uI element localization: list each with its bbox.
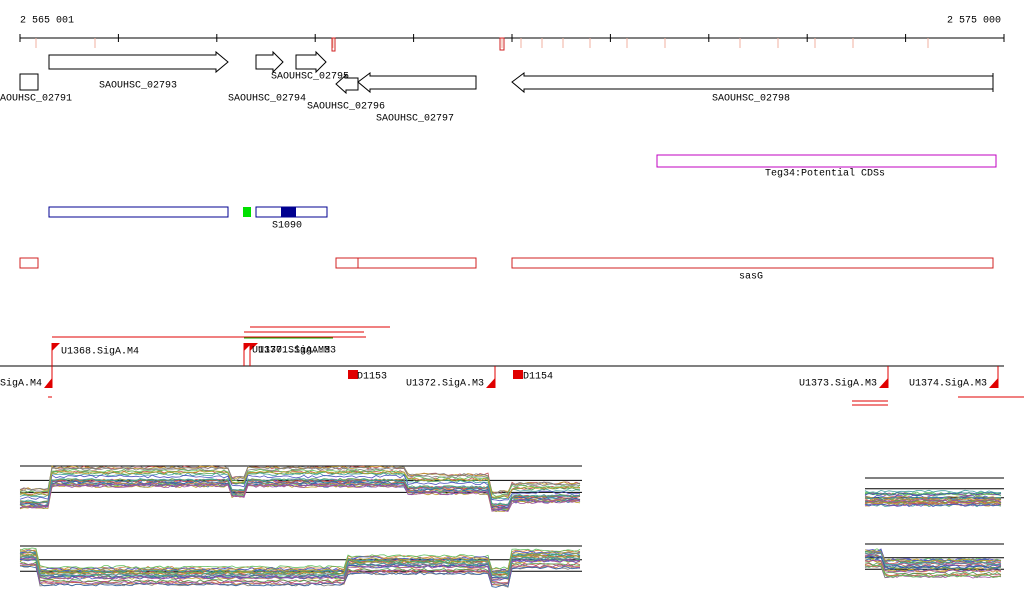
gene-label: SAOUHSC_02793 [99, 81, 177, 92]
flag [989, 378, 998, 388]
srna-box [243, 207, 251, 217]
expression-line [19, 470, 581, 499]
expression-line [864, 491, 1002, 496]
expression-line [19, 555, 581, 579]
gene [19, 73, 39, 91]
flag [52, 343, 60, 351]
expression-tiling [19, 465, 1004, 588]
ruler-end: 2 575 000 [947, 16, 1001, 27]
promoter-label: SigA.M4 [0, 378, 42, 390]
expression-line [864, 492, 1002, 497]
promoter-label: U1370.SigA.M3 [252, 345, 330, 357]
operon-box [335, 257, 359, 269]
expression-line [19, 565, 581, 588]
expression-line [19, 474, 580, 502]
flag [348, 370, 358, 379]
feature-mark [499, 37, 505, 51]
expression-line [864, 555, 1002, 569]
expression-line [19, 556, 581, 579]
operon-box [511, 257, 994, 269]
expression-line [19, 563, 581, 586]
expression-line [19, 480, 581, 509]
gene-label: SAOUHSC_02797 [376, 114, 454, 125]
expression-line [19, 472, 581, 500]
srna-box [48, 206, 229, 218]
expression-line [19, 478, 581, 506]
gene-label: SAOUHSC_02796 [307, 102, 385, 113]
feature-mark [331, 37, 336, 52]
expression-line [19, 552, 581, 576]
flag [44, 378, 52, 388]
expression-line [19, 547, 581, 571]
expression-line [864, 558, 1002, 573]
track-label: sasG [739, 272, 763, 283]
ruler-start: 2 565 001 [20, 16, 74, 27]
promoter-label: U1371.SigA.M3 [258, 345, 336, 357]
expression-line [864, 552, 1002, 566]
expression-line [19, 558, 581, 580]
flag [486, 378, 495, 388]
expression-line [864, 564, 1002, 578]
expression-line [864, 489, 1002, 494]
flag [513, 370, 523, 379]
cds-box [656, 154, 997, 168]
promoter-label: U1372.SigA.M3 [406, 378, 484, 390]
expression-line [864, 501, 1002, 506]
gene [511, 72, 994, 94]
promoter-track [0, 326, 1024, 406]
expression-line [864, 499, 1002, 504]
expression-line [19, 564, 581, 587]
expression-line [864, 498, 1002, 502]
ruler [19, 34, 1005, 52]
gene [357, 72, 477, 94]
gene [295, 50, 327, 74]
expression-line [864, 559, 1002, 573]
expression-line [19, 482, 581, 510]
gene-label: SAOUHSC_02795 [271, 72, 349, 83]
gene [48, 50, 229, 74]
promoter-label: U1373.SigA.M3 [799, 378, 877, 390]
gene-track [19, 50, 994, 95]
expression-line [864, 503, 1002, 508]
srna-core [281, 207, 296, 217]
promoter-flags [44, 343, 998, 388]
operon-track [19, 257, 994, 269]
expression-line [19, 465, 581, 495]
gene-label: SAOUHSC_02798 [712, 94, 790, 105]
expression-line [19, 553, 581, 577]
gene [335, 73, 359, 95]
expression-line [19, 550, 581, 574]
expression-line [19, 484, 581, 512]
promoter-label: D1154 [523, 372, 553, 383]
expression-line [864, 556, 1002, 570]
expression-line [19, 479, 581, 507]
expression-line [19, 471, 581, 500]
expression-line [19, 467, 581, 496]
expression-line [864, 500, 1002, 505]
promoter-label: U1374.SigA.M3 [909, 378, 987, 390]
gene [255, 50, 284, 74]
operon-box [357, 257, 477, 269]
gene-label: SAOUHSC_02794 [228, 94, 306, 105]
promoter-label: D1153 [357, 372, 387, 383]
gene-label: AOUHSC_02791 [0, 94, 72, 105]
expression-line [864, 548, 1002, 562]
flag [250, 343, 258, 351]
expression-line [19, 549, 581, 573]
track-label: Teg34:Potential CDSs [765, 168, 885, 180]
flag [879, 378, 888, 388]
track-label: S1090 [272, 221, 302, 232]
expression-line [864, 549, 1002, 563]
operon-box [19, 257, 39, 269]
expression-line [19, 561, 581, 585]
promoter-label: U1368.SigA.M4 [61, 346, 139, 358]
